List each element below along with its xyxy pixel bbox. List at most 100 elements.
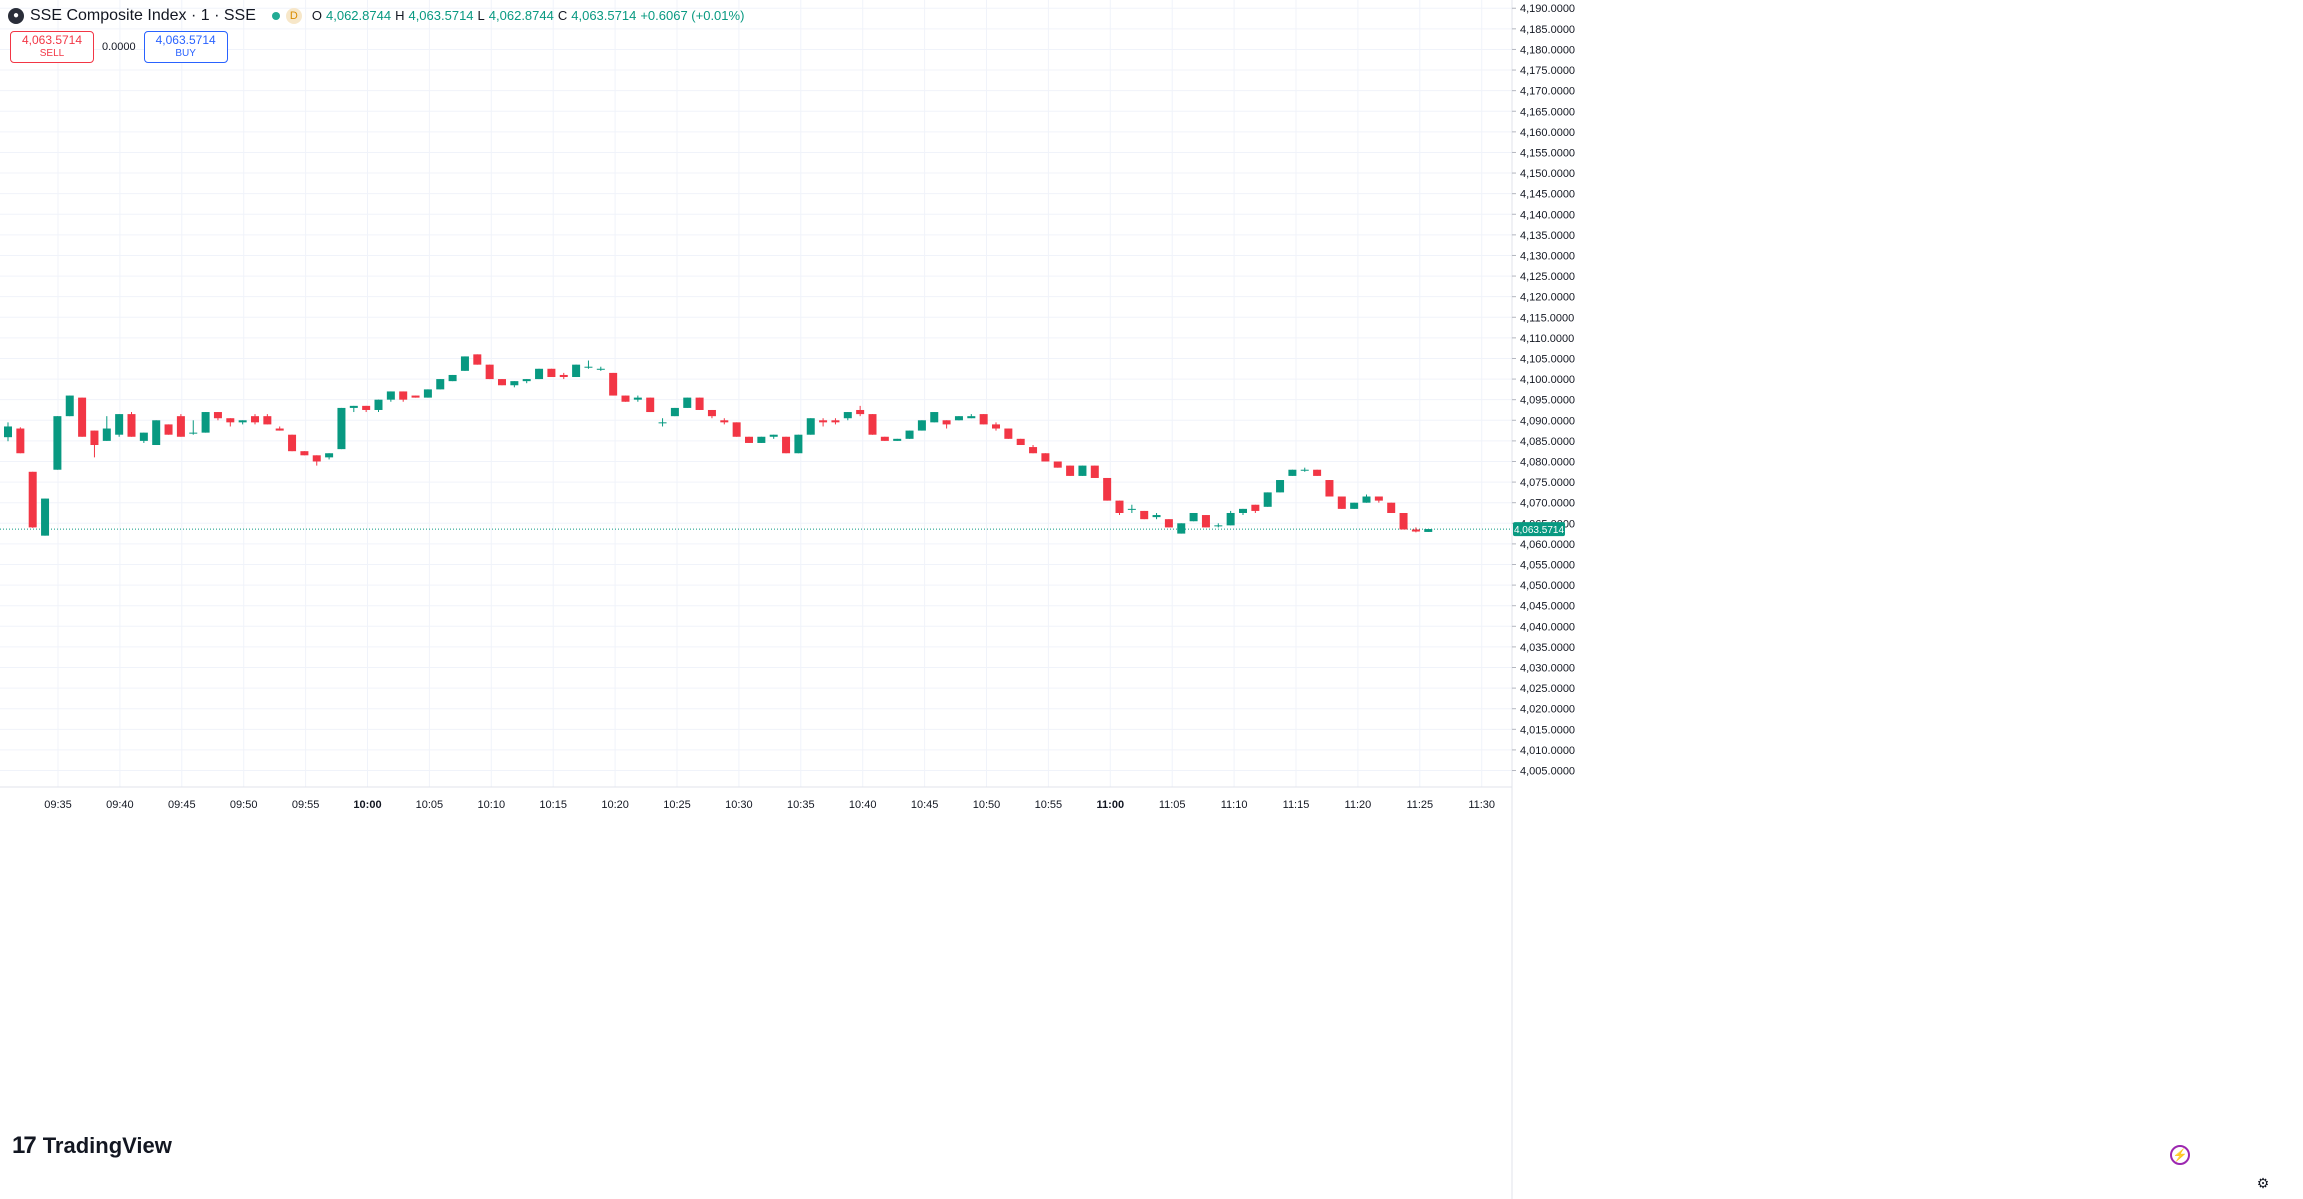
candle[interactable]	[16, 427, 25, 454]
candle[interactable]	[1090, 465, 1099, 478]
candle[interactable]	[1140, 510, 1149, 520]
candle[interactable]	[325, 453, 334, 460]
candle[interactable]	[337, 407, 346, 450]
candle[interactable]	[967, 414, 976, 419]
candle[interactable]	[522, 379, 531, 384]
candle[interactable]	[263, 414, 272, 425]
candle[interactable]	[300, 451, 309, 456]
candle[interactable]	[732, 422, 741, 437]
candle[interactable]	[399, 391, 408, 402]
candle[interactable]	[1029, 445, 1038, 454]
candle[interactable]	[535, 368, 544, 380]
candle[interactable]	[1337, 496, 1346, 509]
candle[interactable]	[880, 436, 889, 441]
candle[interactable]	[992, 422, 1000, 431]
candle[interactable]	[831, 418, 840, 425]
candle[interactable]	[695, 397, 704, 410]
buy-button[interactable]: 4,063.5714 BUY	[143, 31, 228, 63]
candle[interactable]	[596, 366, 605, 371]
candle[interactable]	[670, 407, 679, 417]
candle[interactable]	[1239, 508, 1247, 516]
candle[interactable]	[349, 405, 358, 413]
candle[interactable]	[633, 395, 642, 402]
candle[interactable]	[1164, 519, 1173, 528]
candle[interactable]	[473, 354, 482, 365]
candle[interactable]	[769, 434, 778, 439]
candle[interactable]	[102, 416, 111, 441]
candle[interactable]	[460, 356, 469, 371]
candle[interactable]	[868, 414, 877, 435]
candle[interactable]	[127, 412, 136, 437]
candle[interactable]	[1177, 523, 1186, 534]
candle[interactable]	[843, 412, 852, 421]
candle[interactable]	[436, 379, 445, 390]
candle[interactable]	[251, 414, 259, 425]
candle[interactable]	[1016, 438, 1025, 446]
candle[interactable]	[312, 455, 321, 466]
candle[interactable]	[794, 434, 803, 454]
candle[interactable]	[1103, 477, 1112, 501]
symbol-header[interactable]: ● SSE Composite Index · 1 · SSE D O 4,062…	[8, 6, 744, 26]
candle[interactable]	[238, 420, 247, 425]
candle[interactable]	[856, 405, 865, 417]
candle[interactable]	[1066, 465, 1075, 476]
candle[interactable]	[201, 412, 210, 433]
candle[interactable]	[707, 409, 716, 419]
candle[interactable]	[1263, 492, 1272, 507]
candle[interactable]	[1152, 512, 1161, 520]
candle[interactable]	[189, 420, 198, 435]
candle[interactable]	[1226, 510, 1235, 526]
candle[interactable]	[485, 364, 494, 380]
candle[interactable]	[782, 436, 791, 454]
candle[interactable]	[806, 418, 815, 435]
candle[interactable]	[41, 498, 50, 536]
candle[interactable]	[1325, 480, 1334, 497]
candle[interactable]	[275, 426, 284, 431]
candle[interactable]	[1288, 469, 1297, 476]
candle[interactable]	[1201, 515, 1210, 528]
candle[interactable]	[213, 412, 222, 421]
y-axis[interactable]: 4,005.0000 4,010.0000 4,015.0000 4,020.0000…	[1511, 0, 1575, 1199]
candle[interactable]	[90, 430, 99, 458]
candle[interactable]	[745, 436, 753, 443]
candle[interactable]	[1127, 504, 1136, 513]
candle[interactable]	[893, 438, 902, 441]
candle[interactable]	[1078, 465, 1087, 476]
candle[interactable]	[288, 434, 297, 452]
candle[interactable]	[1313, 469, 1322, 476]
candle[interactable]	[226, 418, 235, 427]
sell-button[interactable]: 4,063.5714 SELL	[10, 31, 94, 63]
candle[interactable]	[1411, 527, 1420, 533]
x-axis[interactable]: 09:35 09:40 09:45 09:50 09:55 10:00 10:05 10:10…	[0, 786, 1512, 811]
candle[interactable]	[115, 414, 124, 437]
candle[interactable]	[498, 379, 506, 386]
settings-icon[interactable]: ⚙	[2256, 1174, 2270, 1191]
candle[interactable]	[1041, 453, 1050, 462]
candle[interactable]	[4, 422, 12, 442]
candle[interactable]	[658, 418, 667, 427]
candle[interactable]	[53, 416, 62, 470]
candle[interactable]	[621, 395, 630, 402]
candle[interactable]	[584, 360, 593, 369]
candle[interactable]	[979, 414, 988, 425]
candle[interactable]	[1424, 529, 1433, 532]
candle[interactable]	[1004, 428, 1013, 439]
candle[interactable]	[1399, 512, 1408, 530]
candle[interactable]	[683, 397, 692, 408]
candle[interactable]	[572, 364, 581, 378]
candle[interactable]	[1300, 467, 1309, 472]
candle[interactable]	[954, 416, 963, 421]
candle[interactable]	[720, 418, 729, 425]
tradingview-logo[interactable]: 17 TradingView	[12, 1132, 172, 1160]
candle[interactable]	[1350, 502, 1359, 509]
candle[interactable]	[362, 405, 371, 413]
candle[interactable]	[1115, 500, 1124, 516]
candle[interactable]	[1189, 512, 1198, 522]
candle[interactable]	[547, 368, 556, 378]
candle[interactable]	[646, 397, 655, 413]
candle[interactable]	[1251, 504, 1260, 513]
candle[interactable]	[411, 395, 420, 398]
candle[interactable]	[819, 418, 828, 427]
candle[interactable]	[930, 412, 939, 423]
